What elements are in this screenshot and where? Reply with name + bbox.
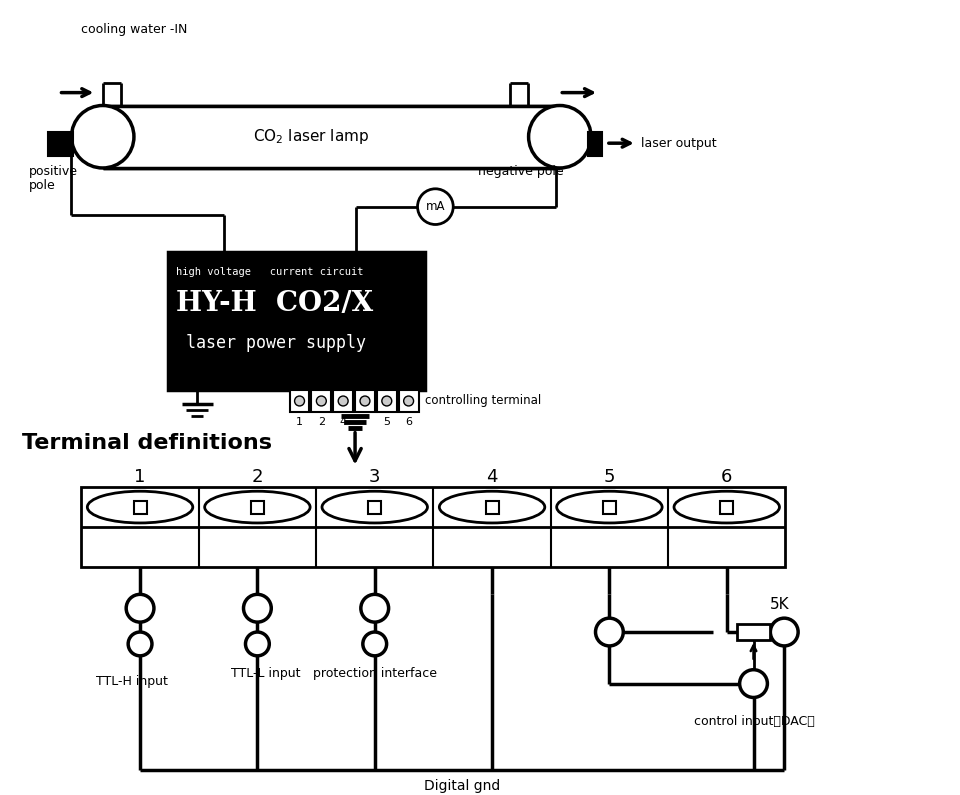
Text: 5K: 5K [770, 597, 789, 612]
Text: Digital gnd: Digital gnd [424, 779, 500, 793]
Text: 5: 5 [383, 417, 391, 427]
Bar [333, 390, 353, 412]
Ellipse shape [322, 491, 427, 523]
Circle shape [595, 619, 623, 646]
Text: control input（DAC）: control input（DAC） [694, 715, 815, 727]
Text: cooling water -IN: cooling water -IN [82, 23, 188, 37]
Bar [486, 501, 498, 514]
Circle shape [295, 396, 304, 406]
Ellipse shape [674, 491, 780, 523]
Text: 4: 4 [340, 417, 347, 427]
Text: 6: 6 [405, 417, 412, 427]
Bar [311, 390, 331, 412]
Text: high voltage   current circuit: high voltage current circuit [176, 267, 363, 277]
Circle shape [403, 396, 414, 406]
Text: positive: positive [29, 165, 78, 178]
Ellipse shape [204, 491, 310, 523]
Ellipse shape [557, 491, 662, 523]
Bar [736, 624, 770, 640]
Circle shape [244, 595, 272, 622]
Circle shape [770, 619, 798, 646]
Bar [103, 106, 560, 168]
Bar [377, 390, 396, 412]
Circle shape [361, 595, 389, 622]
Bar [133, 501, 147, 514]
Bar [251, 501, 264, 514]
Text: controlling terminal: controlling terminal [425, 394, 541, 408]
Text: Terminal definitions: Terminal definitions [22, 432, 272, 452]
Circle shape [418, 188, 453, 224]
Text: 2: 2 [318, 417, 324, 427]
Text: 1: 1 [134, 468, 146, 487]
Circle shape [382, 396, 392, 406]
Text: 3: 3 [369, 468, 380, 487]
Text: pole: pole [29, 180, 56, 192]
Circle shape [363, 632, 387, 656]
Ellipse shape [87, 491, 193, 523]
Text: 5: 5 [604, 468, 615, 487]
Bar [369, 501, 381, 514]
Ellipse shape [529, 106, 591, 168]
Ellipse shape [440, 491, 544, 523]
Circle shape [739, 669, 767, 697]
Bar [48, 132, 74, 156]
Bar [720, 501, 733, 514]
Bar [603, 501, 616, 514]
Circle shape [126, 595, 154, 622]
Bar [398, 390, 419, 412]
Text: $\mathrm{CO_2}$ laser lamp: $\mathrm{CO_2}$ laser lamp [253, 126, 370, 145]
Ellipse shape [71, 106, 134, 168]
Text: protection interface: protection interface [313, 667, 437, 681]
Bar [355, 390, 375, 412]
Text: 1: 1 [296, 417, 303, 427]
Text: negative pole: negative pole [478, 165, 564, 178]
Circle shape [360, 396, 370, 406]
Circle shape [246, 632, 270, 656]
Circle shape [338, 396, 348, 406]
Text: 4: 4 [487, 468, 498, 487]
Circle shape [317, 396, 326, 406]
Text: 2: 2 [252, 468, 263, 487]
Text: laser power supply: laser power supply [185, 335, 366, 352]
Bar [103, 106, 560, 168]
Text: TTL-H input: TTL-H input [96, 675, 168, 688]
Bar [290, 390, 309, 412]
Text: mA: mA [425, 200, 445, 213]
Bar [588, 132, 602, 156]
Text: TTL-L input: TTL-L input [230, 667, 300, 681]
Bar [168, 252, 425, 390]
Text: HY-H  CO2/X: HY-H CO2/X [176, 290, 372, 317]
Text: laser output: laser output [640, 137, 716, 149]
Circle shape [128, 632, 152, 656]
Text: 6: 6 [721, 468, 732, 487]
Bar [82, 487, 785, 567]
